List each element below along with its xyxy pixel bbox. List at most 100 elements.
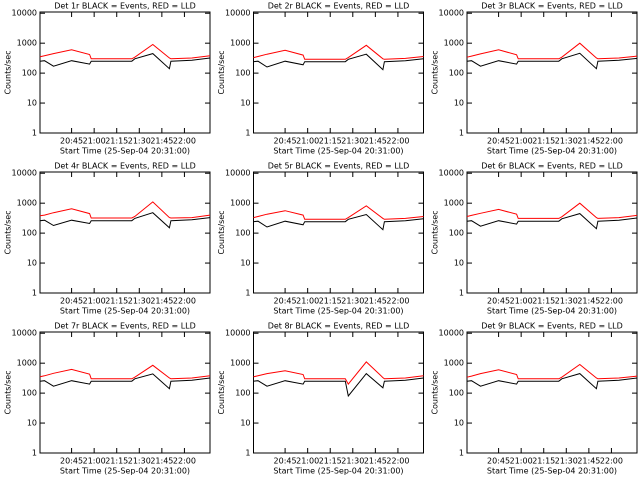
x-tick-label: 21:15 bbox=[105, 137, 128, 146]
x-tick-label: 21:30 bbox=[128, 457, 151, 466]
y-tick-label: 1 bbox=[459, 129, 464, 138]
y-tick-label: 10000 bbox=[12, 169, 37, 178]
y-tick-label: 1 bbox=[459, 449, 464, 458]
y-tick-label: 100 bbox=[235, 229, 250, 238]
y-axis-label: Counts/sec bbox=[217, 370, 226, 414]
x-tick-label: 20:45 bbox=[274, 137, 297, 146]
x-tick-label: 20:45 bbox=[274, 297, 297, 306]
chart-title: Det 1r BLACK = Events, RED = LLD bbox=[54, 2, 196, 11]
y-tick-label: 1 bbox=[459, 289, 464, 298]
y-tick-label: 1 bbox=[32, 289, 37, 298]
series-line bbox=[39, 53, 211, 70]
series-line bbox=[466, 363, 638, 380]
x-tick-label: 22:00 bbox=[386, 457, 409, 466]
y-tick-label: 1000 bbox=[17, 359, 37, 368]
x-tick-label: 21:15 bbox=[319, 457, 342, 466]
y-tick-label: 10 bbox=[27, 259, 37, 268]
y-tick-label: 10 bbox=[454, 259, 464, 268]
x-tick-label: 22:00 bbox=[600, 137, 623, 146]
x-tick-label: 21:45 bbox=[577, 457, 600, 466]
x-tick-label: 21:00 bbox=[296, 457, 319, 466]
y-tick-label: 10000 bbox=[225, 9, 250, 18]
x-tick-label: 21:15 bbox=[532, 297, 555, 306]
x-tick-label: 21:00 bbox=[83, 297, 106, 306]
x-tick-label: 21:30 bbox=[555, 297, 578, 306]
series-line bbox=[253, 372, 424, 398]
x-tick-label: 21:00 bbox=[83, 137, 106, 146]
y-tick-label: 1000 bbox=[230, 199, 250, 208]
series-line bbox=[466, 52, 638, 70]
chart-panel: Det 2r BLACK = Events, RED = LLD 1 10 100 10… bbox=[217, 2, 424, 156]
y-tick-label: 1 bbox=[245, 449, 250, 458]
x-tick-label: 21:30 bbox=[341, 297, 364, 306]
plot-frame bbox=[39, 171, 211, 294]
x-axis-label: Start Time (25-Sep-04 20:31:00) bbox=[273, 307, 403, 316]
x-tick-label: 21:15 bbox=[105, 297, 128, 306]
x-tick-label: 21:45 bbox=[150, 297, 173, 306]
plot-frame bbox=[253, 11, 424, 134]
x-tick-label: 22:00 bbox=[173, 457, 196, 466]
y-tick-label: 1 bbox=[32, 129, 37, 138]
series-line bbox=[466, 213, 638, 230]
series-line bbox=[39, 201, 211, 219]
chart-title: Det 3r BLACK = Events, RED = LLD bbox=[481, 2, 623, 11]
x-tick-label: 21:00 bbox=[510, 457, 533, 466]
chart-panel: Det 7r BLACK = Events, RED = LLD 1 10 100 10… bbox=[4, 322, 211, 476]
x-tick-label: 21:00 bbox=[296, 297, 319, 306]
x-tick-label: 22:00 bbox=[386, 297, 409, 306]
y-axis-label: Counts/sec bbox=[431, 370, 440, 414]
x-axis-label: Start Time (25-Sep-04 20:31:00) bbox=[273, 467, 403, 476]
y-tick-label: 100 bbox=[449, 389, 464, 398]
y-tick-label: 10000 bbox=[439, 169, 464, 178]
x-tick-label: 22:00 bbox=[600, 297, 623, 306]
x-tick-label: 21:45 bbox=[364, 137, 387, 146]
plot-frame bbox=[39, 11, 211, 134]
plot-frame bbox=[466, 171, 638, 294]
y-tick-label: 100 bbox=[22, 69, 37, 78]
chart-title: Det 7r BLACK = Events, RED = LLD bbox=[54, 322, 196, 331]
chart-title: Det 5r BLACK = Events, RED = LLD bbox=[268, 162, 410, 171]
series-line bbox=[39, 43, 211, 60]
x-axis-label: Start Time (25-Sep-04 20:31:00) bbox=[487, 467, 617, 476]
series-line bbox=[39, 364, 211, 380]
chart-title: Det 6r BLACK = Events, RED = LLD bbox=[481, 162, 623, 171]
x-axis-label: Start Time (25-Sep-04 20:31:00) bbox=[60, 147, 190, 156]
series-line bbox=[253, 44, 424, 60]
chart-panel: Det 6r BLACK = Events, RED = LLD 1 10 100 10… bbox=[431, 162, 638, 316]
y-tick-label: 100 bbox=[235, 69, 250, 78]
y-tick-label: 10000 bbox=[225, 329, 250, 338]
series-line bbox=[466, 373, 638, 390]
y-axis-label: Counts/sec bbox=[217, 50, 226, 94]
chart-title: Det 9r BLACK = Events, RED = LLD bbox=[481, 322, 623, 331]
y-tick-label: 1 bbox=[245, 129, 250, 138]
y-tick-label: 100 bbox=[449, 69, 464, 78]
x-tick-label: 20:45 bbox=[60, 457, 83, 466]
y-axis-label: Counts/sec bbox=[4, 50, 13, 94]
y-tick-label: 1 bbox=[245, 289, 250, 298]
x-tick-label: 21:30 bbox=[341, 457, 364, 466]
y-tick-label: 10 bbox=[240, 259, 250, 268]
x-tick-label: 20:45 bbox=[487, 457, 510, 466]
series-line bbox=[466, 42, 638, 60]
y-axis-label: Counts/sec bbox=[431, 210, 440, 254]
y-tick-label: 100 bbox=[22, 229, 37, 238]
plot-frame bbox=[466, 11, 638, 134]
y-axis-label: Counts/sec bbox=[217, 210, 226, 254]
x-tick-label: 21:15 bbox=[532, 137, 555, 146]
x-tick-label: 22:00 bbox=[386, 137, 409, 146]
series-line bbox=[39, 373, 211, 390]
x-tick-label: 22:00 bbox=[173, 137, 196, 146]
y-tick-label: 10 bbox=[240, 419, 250, 428]
x-tick-label: 21:15 bbox=[319, 297, 342, 306]
x-tick-label: 21:30 bbox=[341, 137, 364, 146]
plot-frame bbox=[253, 331, 424, 454]
y-tick-label: 100 bbox=[235, 389, 250, 398]
x-tick-label: 21:15 bbox=[319, 137, 342, 146]
x-axis-label: Start Time (25-Sep-04 20:31:00) bbox=[487, 147, 617, 156]
plot-frame bbox=[39, 331, 211, 454]
x-tick-label: 21:45 bbox=[577, 137, 600, 146]
series-line bbox=[253, 361, 424, 385]
y-tick-label: 10 bbox=[240, 99, 250, 108]
series-line bbox=[253, 213, 424, 231]
y-axis-label: Counts/sec bbox=[4, 370, 13, 414]
